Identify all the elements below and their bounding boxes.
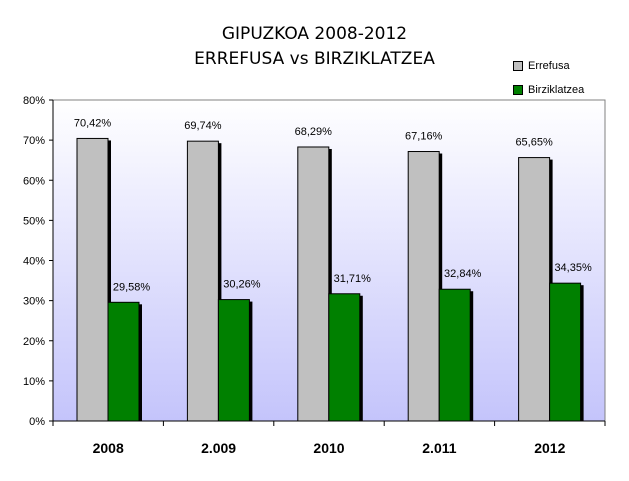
chart-title: GIPUZKOA 2008-2012 <box>221 24 408 44</box>
y-tick-label: 80% <box>23 95 45 107</box>
data-label: 65,65% <box>515 137 553 149</box>
data-label: 30,26% <box>223 279 261 291</box>
legend-item-errefusa: Errefusa <box>513 60 570 72</box>
legend-label: Birziklatzea <box>528 84 585 96</box>
bar-errefusa <box>186 140 219 422</box>
x-tick-label: 2010 <box>313 440 344 456</box>
y-tick-label: 0% <box>29 416 45 428</box>
data-label: 29,58% <box>113 281 151 293</box>
bar-birziklatzea <box>328 293 361 422</box>
legend-swatch-errefusa <box>513 61 523 71</box>
bar-errefusa <box>407 151 440 422</box>
bar-birziklatzea <box>217 299 250 422</box>
y-tick-label: 40% <box>23 256 45 268</box>
x-tick-label: 2012 <box>534 440 565 456</box>
y-tick-label: 60% <box>23 175 45 187</box>
bar-birziklatzea <box>549 282 582 422</box>
y-tick-label: 10% <box>23 376 45 388</box>
bar-birziklatzea <box>107 301 140 422</box>
y-tick-label: 20% <box>23 336 45 348</box>
data-label: 70,42% <box>74 117 112 129</box>
data-label: 67,16% <box>405 131 443 143</box>
x-tick-label: 2.011 <box>422 440 456 456</box>
legend-swatch-birziklatzea <box>513 85 523 95</box>
data-label: 34,35% <box>554 262 592 274</box>
y-tick-label: 70% <box>23 135 45 147</box>
y-tick-label: 30% <box>23 296 45 308</box>
data-label: 69,74% <box>184 120 222 132</box>
bar-errefusa <box>518 157 551 422</box>
data-label: 32,84% <box>444 268 482 280</box>
bar-errefusa <box>76 137 109 422</box>
legend-item-birziklatzea: Birziklatzea <box>513 84 584 96</box>
data-label: 31,71% <box>334 273 372 285</box>
bar-errefusa <box>297 146 330 422</box>
chart-subtitle: ERREFUSA vs BIRZIKLATZEA <box>194 49 435 69</box>
y-tick-label: 50% <box>23 215 45 227</box>
x-tick-label: 2.009 <box>201 440 236 456</box>
data-label: 68,29% <box>295 126 333 138</box>
bar-birziklatzea <box>438 288 471 422</box>
x-tick-label: 2008 <box>93 440 124 456</box>
legend-label: Errefusa <box>528 60 570 72</box>
